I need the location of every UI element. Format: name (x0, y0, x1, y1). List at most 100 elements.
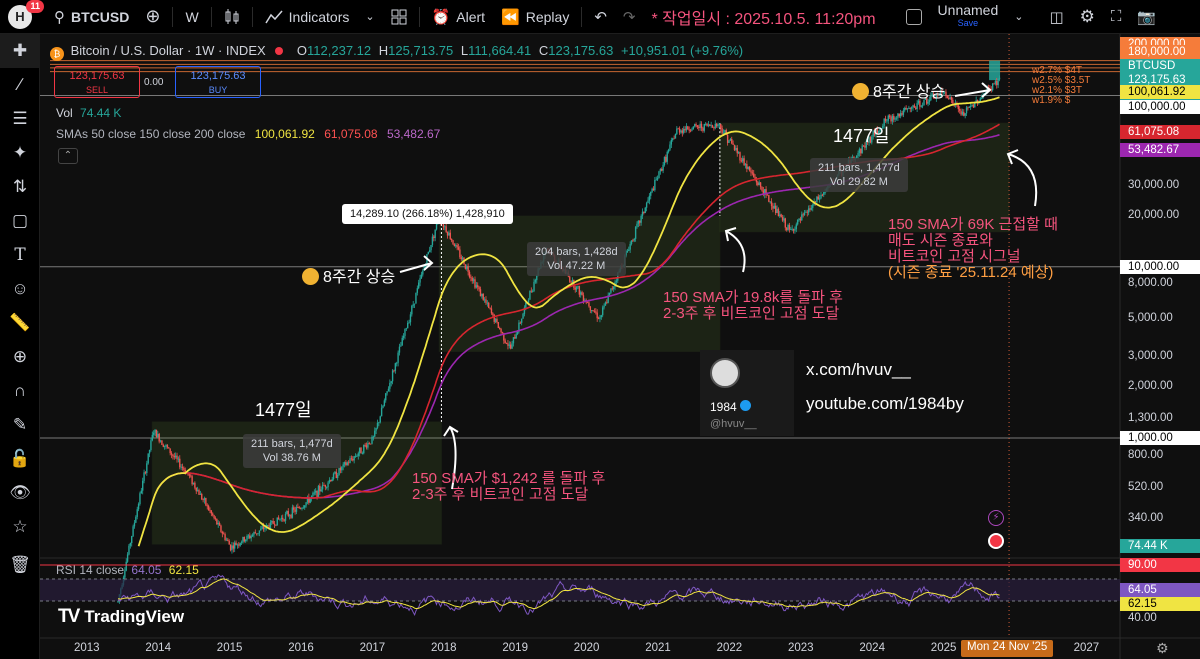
prediction-tool[interactable]: ⇅ (0, 170, 40, 204)
note-line: 150 SMA가 19.8k를 돌파 후 (663, 289, 843, 306)
volume-label: Vol (56, 106, 73, 120)
magnet-tool[interactable]: ∩ (0, 374, 40, 408)
candle-body (673, 138, 675, 140)
indicators-button[interactable]: Indicators (257, 0, 358, 34)
hide-drawings-tool[interactable]: 👁 (0, 476, 40, 510)
candle-body (225, 539, 228, 541)
candle-body (625, 252, 627, 256)
settings-button[interactable]: ⚙ (1072, 0, 1103, 34)
chart-type-button[interactable] (216, 0, 248, 34)
layout-checkbox[interactable] (898, 0, 930, 34)
rise-text: 8주간 상승 (323, 269, 396, 286)
indicators-dropdown[interactable]: ⌄ (357, 0, 382, 34)
favorites-tool[interactable]: ☆ (0, 510, 40, 544)
icon-tool[interactable]: ☺ (0, 272, 40, 306)
remove-drawings-tool[interactable]: 🗑 (0, 548, 40, 582)
candle-body (770, 201, 773, 207)
candle-body (235, 542, 237, 546)
symbol-legend[interactable]: ₿ Bitcoin / U.S. Dollar · 1W · INDEX O11… (50, 43, 743, 61)
youtube-link[interactable]: youtube.com/1984by (806, 394, 964, 413)
candle-body (879, 128, 881, 132)
candle-body (991, 83, 994, 91)
work-date-note: * 작업일시 : 2025.10.5. 11:20pm (651, 10, 876, 28)
candle-body (375, 427, 377, 431)
candle-body (871, 136, 873, 143)
candle-body (137, 504, 140, 510)
undo-button[interactable]: ↶ (586, 0, 615, 34)
layout-dropdown[interactable]: ⌄ (1006, 0, 1031, 34)
interval-button[interactable]: W (177, 0, 206, 34)
sma200-price-tag: 53,482.67 (1120, 143, 1200, 158)
chart-area[interactable]: ₿ Bitcoin / U.S. Dollar · 1W · INDEX O11… (40, 34, 1200, 659)
x-link[interactable]: x.com/hvuv__ (806, 360, 911, 379)
fullscreen-button[interactable]: ⛶ (1103, 0, 1130, 34)
range-vol: Vol 47.22 M (547, 260, 606, 272)
candle-body (718, 124, 721, 125)
range-label-2017: 204 bars, 1,428d Vol 47.22 M (527, 242, 626, 276)
measure-tool[interactable]: 📏 (0, 306, 40, 340)
snapshot-button[interactable]: 📷 (1129, 0, 1164, 34)
candle-body (472, 279, 475, 281)
alert-button[interactable]: ⏰ Alert (424, 0, 493, 34)
candle-body (250, 536, 252, 539)
collapse-legend-button[interactable]: ⌃ (58, 148, 78, 164)
zoom-tool[interactable]: ⊕ (0, 340, 40, 374)
time-tick-label: 2027 (1073, 642, 1100, 654)
candle-body (706, 123, 708, 126)
volume-legend[interactable]: Vol 74.44 K (56, 106, 121, 120)
replay-button[interactable]: ⏪ Replay (493, 0, 577, 34)
candle-body (445, 226, 447, 233)
layouts-button[interactable] (383, 0, 415, 34)
sma-legend[interactable]: SMAs 50 close 150 close 200 close 100,06… (56, 127, 440, 141)
lightning-icon[interactable]: ⚡ (988, 510, 1004, 526)
axis-settings-button[interactable]: ⚙ (1156, 640, 1169, 657)
layout-name-button[interactable]: Unnamed Save (930, 0, 1007, 34)
symbol-search[interactable]: ⚲ BTCUSD (46, 0, 137, 34)
candle-body (964, 113, 966, 116)
note-line: 매도 시즌 종료와 (888, 232, 993, 249)
candle-body (328, 480, 331, 483)
candle-body (128, 545, 130, 555)
indicators-icon (265, 10, 283, 23)
candle-body (882, 125, 884, 129)
candle-body (780, 214, 782, 218)
candle-body (398, 346, 401, 353)
fib-tool[interactable]: ☰ (0, 102, 40, 136)
projection-bar (989, 60, 1001, 81)
candle-body (695, 124, 697, 126)
time-axis[interactable]: 2013 2014 2015 2016 2017 2018 2019 2020 2021 2022… (40, 638, 1120, 659)
redo-button[interactable]: ↷ (615, 0, 644, 34)
candle-body (781, 217, 784, 221)
candle-body (365, 445, 368, 448)
shapes-tool[interactable]: ▢ (0, 204, 40, 238)
compare-symbol-button[interactable]: ⊕ (137, 0, 168, 34)
user-avatar[interactable]: H 11 (8, 0, 44, 29)
divider (210, 6, 212, 27)
stay-drawing-tool[interactable]: ✎ (0, 408, 40, 442)
candle-body (731, 139, 733, 144)
candle-body (887, 115, 889, 121)
verified-icon (740, 400, 752, 411)
fib-price-tag: 180,000.00 (1120, 44, 1200, 59)
trend-line-tool[interactable]: ∕ (0, 68, 40, 102)
candle-body (799, 218, 802, 221)
candle-body (404, 329, 406, 336)
buy-button[interactable]: 123,175.63 BUY (175, 66, 261, 98)
lock-drawings-tool[interactable]: 🔓 (0, 442, 40, 476)
crosshair-tool[interactable]: ✚ (0, 34, 40, 68)
us-flag-icon[interactable] (988, 533, 1004, 549)
candle-body (288, 515, 291, 516)
quick-search-button[interactable]: ◫ (1041, 0, 1071, 34)
candle-body (294, 509, 296, 512)
pencil-lock-icon: ✎ (12, 415, 28, 434)
pattern-tool[interactable]: ✦ (0, 136, 40, 170)
candle-body (492, 313, 494, 315)
candle-body (368, 443, 370, 444)
candle-body (284, 513, 287, 521)
rsi-legend[interactable]: RSI 14 close 64.05 62.15 (56, 563, 199, 577)
alarm-clock-icon: ⏰ (431, 8, 451, 26)
text-tool[interactable]: T (0, 238, 40, 272)
sell-button[interactable]: 123,175.63 SELL (54, 66, 140, 98)
tradingview-logo[interactable]: TV TradingView (58, 606, 184, 628)
price-axis[interactable]: 200,000.00180,000.00152,000.00138,000.00… (1120, 34, 1200, 638)
